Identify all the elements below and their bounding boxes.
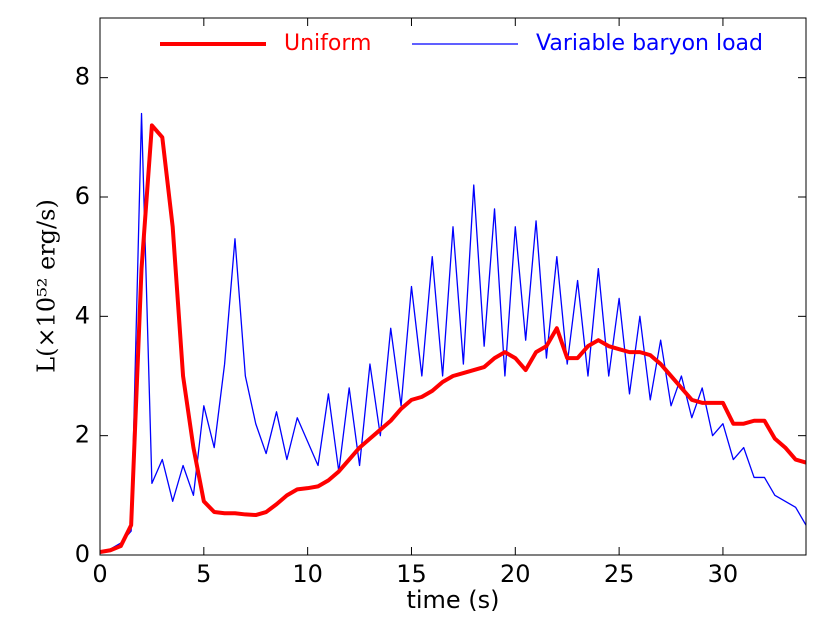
x-tick-label: 20 xyxy=(500,560,531,588)
y-tick-label: 2 xyxy=(75,421,90,449)
x-axis-label: time (s) xyxy=(406,586,499,614)
y-axis-label: L(×10⁵² erg/s) xyxy=(33,199,61,373)
series-line xyxy=(100,123,806,554)
x-tick-label: 15 xyxy=(396,560,427,588)
plot-frame xyxy=(99,17,807,556)
legend-label: Uniform xyxy=(284,31,371,56)
y-tick-label: 0 xyxy=(75,540,90,568)
series-line xyxy=(100,112,806,553)
y-tick-label: 8 xyxy=(75,63,90,91)
x-tick-label: 30 xyxy=(708,560,739,588)
legend-label: Variable baryon load xyxy=(536,31,763,56)
x-tick-label: 5 xyxy=(196,560,211,588)
x-tick-label: 10 xyxy=(292,560,323,588)
x-tick-label: 25 xyxy=(604,560,635,588)
y-tick-label: 4 xyxy=(75,301,90,329)
y-tick-label: 6 xyxy=(75,182,90,210)
x-tick-label: 0 xyxy=(92,560,107,588)
